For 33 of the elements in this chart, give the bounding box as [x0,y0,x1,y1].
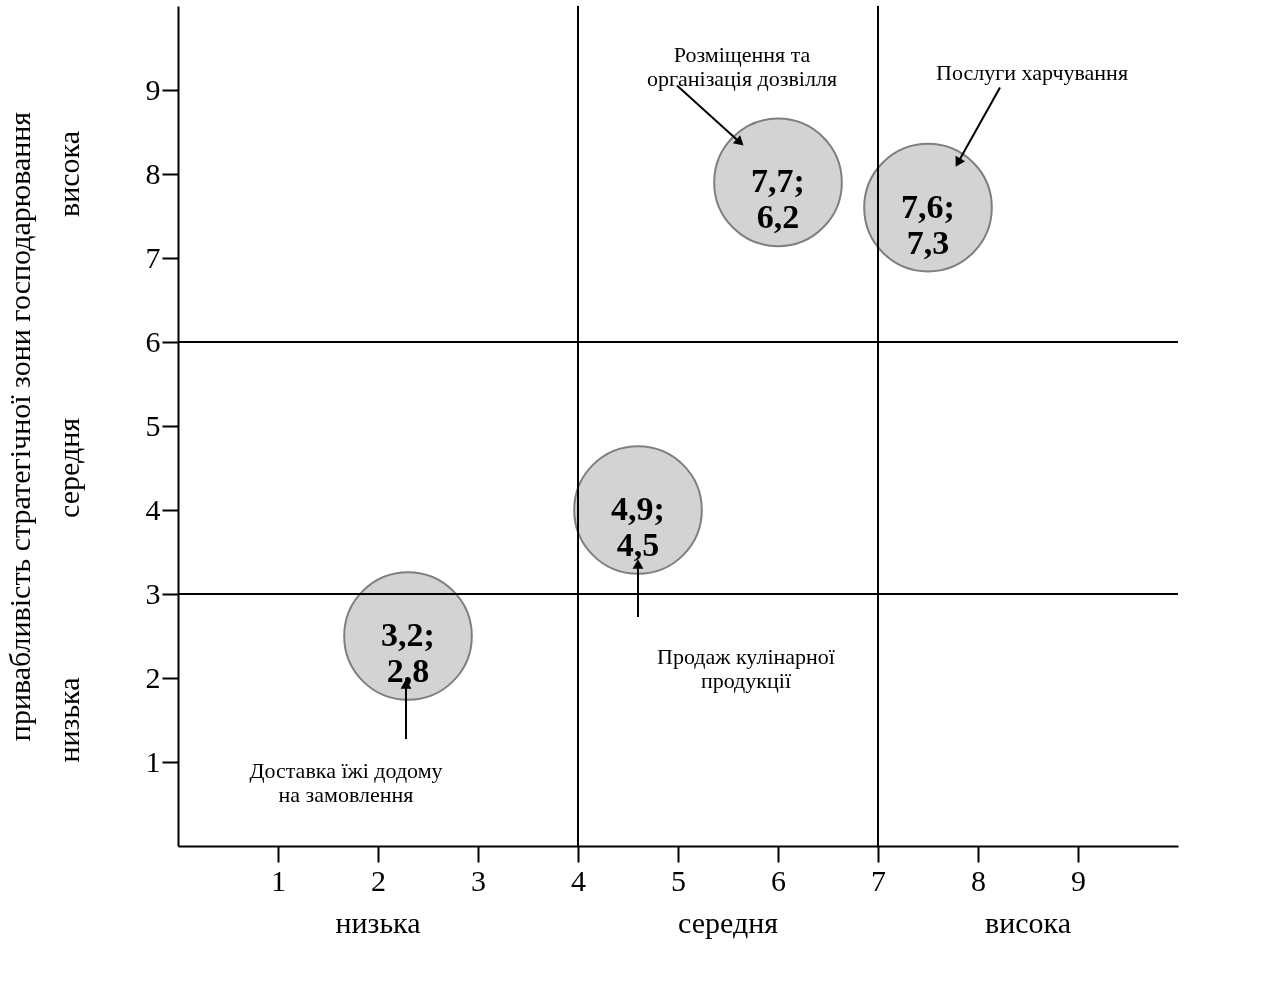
text: низька [335,906,421,939]
annotation: Послуги харчування [936,59,1128,85]
x-tick-label: 2 [371,863,386,897]
x-tick-label: 5 [671,863,686,897]
annotation: Продаж кулінарної продукції [657,644,836,693]
y-tick-label: 4 [145,492,161,526]
annotation: Доставка їжі додому на замовлення [249,758,443,807]
x-tick-label: 1 [271,863,286,897]
text: висока [985,906,1071,939]
data-label: 4,9; 4,5 [611,490,665,563]
x-tick-label: 4 [571,863,586,897]
text: середня [52,417,85,519]
text: висока [52,131,85,217]
x-tick-label: 6 [771,863,786,897]
y-tick-label: 3 [145,576,161,610]
data-label: 3,2; 2,8 [381,616,435,689]
y-tick-label: 2 [145,660,161,694]
data-label: 7,6; 7,3 [901,187,955,261]
y-tick-label: 6 [145,324,161,358]
data-label: 7,7; 6,2 [751,162,805,236]
y-tick-label: 5 [145,408,161,442]
text: середня [677,906,779,939]
y-tick-label: 8 [145,156,161,190]
x-tick-label: 3 [471,863,486,897]
x-tick-label: 8 [971,863,986,897]
y-tick-label: 9 [145,72,161,106]
y-tick-label: 7 [145,240,161,274]
text: низька [52,677,85,763]
x-tick-label: 9 [1071,863,1086,897]
annotation: Розміщення та організація дозвілля [646,42,838,92]
y-tick-label: 1 [145,744,161,778]
y-axis-title: привабливість стратегічної зони господарювання [2,111,36,742]
x-tick-label: 7 [871,863,886,897]
